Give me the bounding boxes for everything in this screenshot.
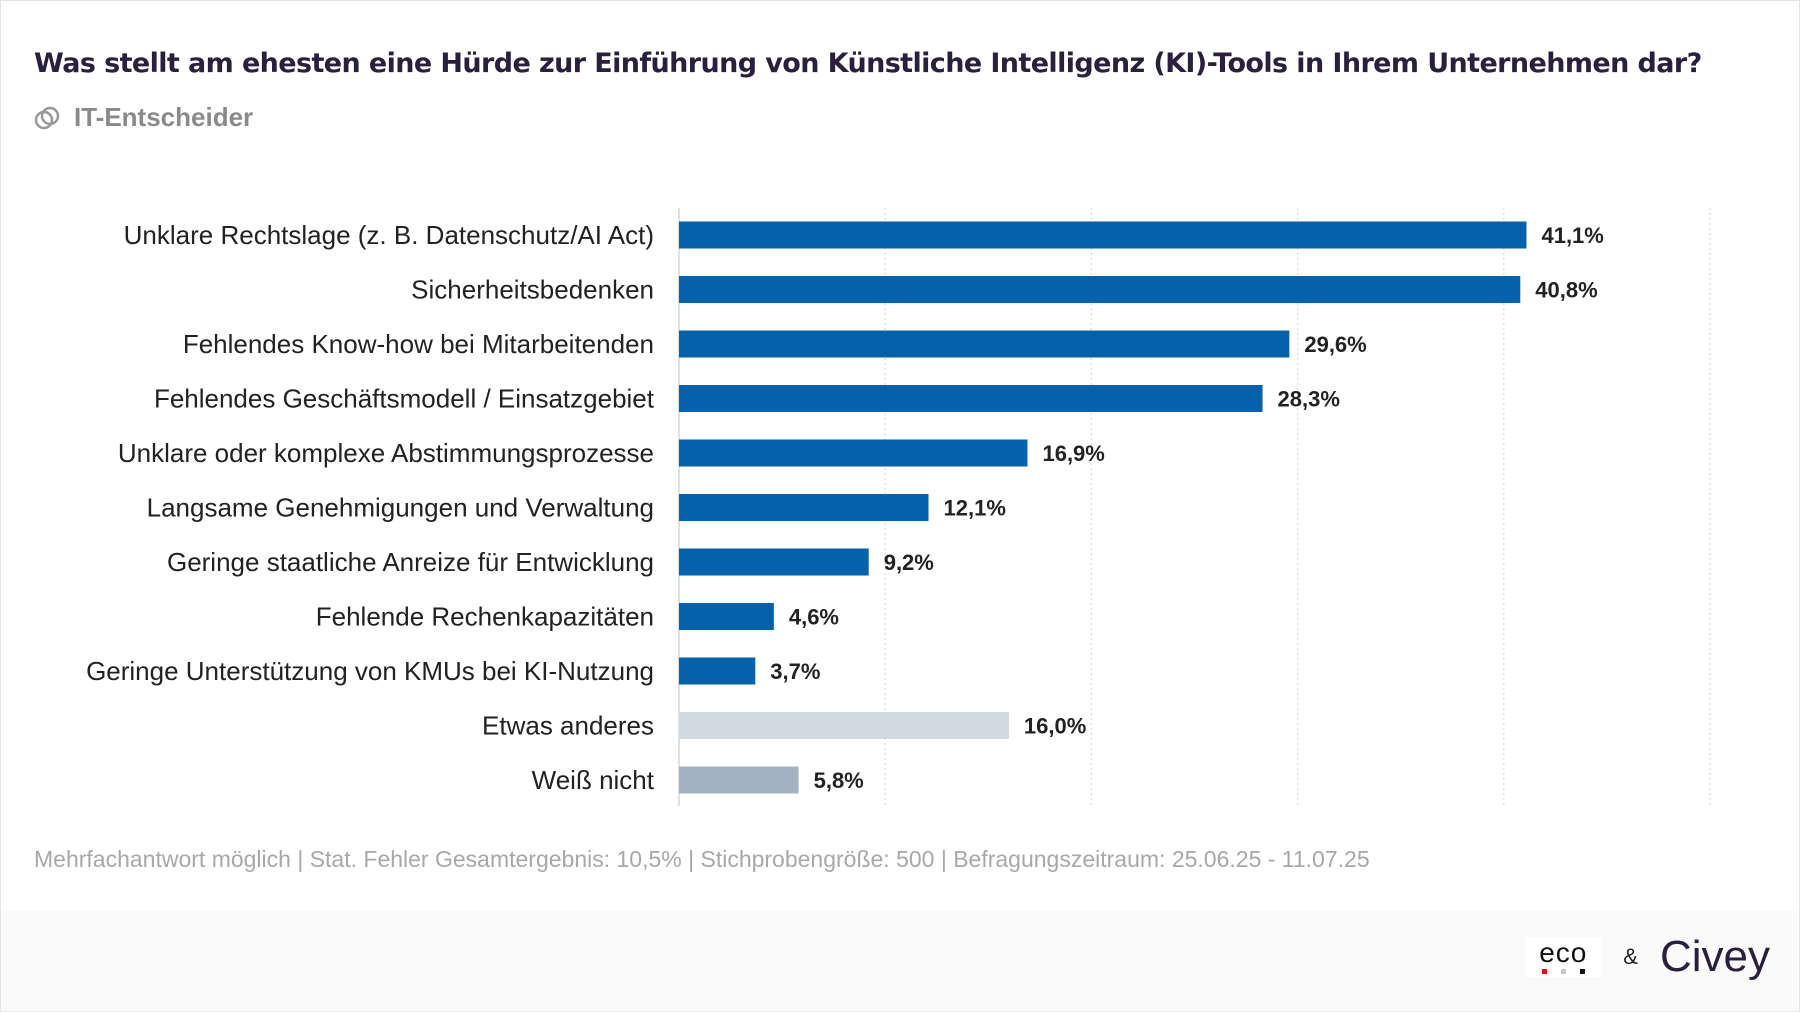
value-label: 16,9% (1042, 441, 1104, 466)
bar (679, 439, 1028, 467)
bar (679, 712, 1009, 739)
category-label: Etwas anderes (482, 711, 654, 741)
category-label: Langsame Genehmigungen und Verwaltung (147, 493, 654, 523)
category-label: Unklare Rechtslage (z. B. Datenschutz/AI… (124, 220, 654, 250)
value-label: 3,7% (770, 659, 820, 684)
category-label: Weiß nicht (532, 765, 655, 795)
value-label: 29,6% (1304, 332, 1366, 357)
bar (679, 657, 756, 685)
category-label: Fehlendes Geschäftsmodell / Einsatzgebie… (154, 384, 655, 414)
bar (679, 330, 1290, 358)
bar (679, 603, 774, 630)
eco-logo: eco (1525, 937, 1602, 977)
civey-logo: Civey (1659, 932, 1770, 981)
category-label: Fehlendes Know-how bei Mitarbeitenden (183, 329, 654, 359)
value-label: 41,1% (1541, 223, 1603, 248)
category-label: Geringe Unterstützung von KMUs bei KI-Nu… (86, 656, 654, 686)
bar (679, 766, 799, 794)
footer-band (1, 911, 1798, 1010)
bar (679, 276, 1521, 303)
category-label: Unklare oder komplexe Abstimmungsprozess… (118, 438, 654, 468)
audience-label: IT-Entscheider (34, 102, 253, 133)
bar-chart: Unklare Rechtslage (z. B. Datenschutz/AI… (86, 208, 1711, 806)
linked-circles-icon (34, 106, 60, 129)
ampersand: & (1623, 944, 1638, 969)
value-label: 4,6% (789, 605, 839, 630)
category-label: Sicherheitsbedenken (411, 275, 654, 305)
value-label: 40,8% (1535, 278, 1597, 303)
bar (679, 494, 929, 521)
value-label: 5,8% (814, 768, 864, 793)
bar (679, 221, 1527, 249)
category-label: Fehlende Rechenkapazitäten (316, 602, 654, 632)
bar (679, 548, 869, 576)
audience-text: IT-Entscheider (74, 102, 254, 132)
category-label: Geringe staatliche Anreize für Entwicklu… (167, 547, 654, 577)
value-label: 9,2% (884, 550, 934, 575)
logos: eco & Civey (1525, 932, 1770, 982)
value-label: 16,0% (1024, 714, 1086, 739)
chart-title: Was stellt am ehesten eine Hürde zur Ein… (34, 48, 1702, 79)
value-label: 12,1% (944, 496, 1006, 521)
bar (679, 385, 1263, 412)
value-label: 28,3% (1278, 387, 1340, 412)
footnote: Mehrfachantwort möglich | Stat. Fehler G… (34, 846, 1370, 872)
